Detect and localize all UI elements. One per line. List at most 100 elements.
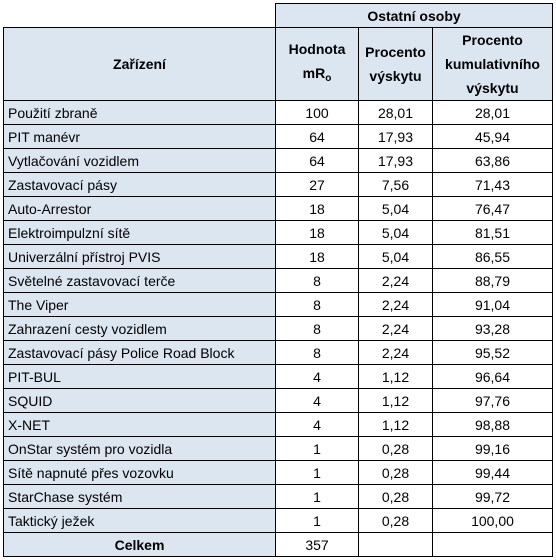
table-row: X-NET 4 1,12 98,88	[3, 412, 553, 437]
percent-cell: 0,28	[358, 436, 433, 461]
table-row: Elektroimpulzní sítě 18 5,04 81,51	[3, 220, 553, 245]
device-name-cell: Vytlačování vozidlem	[3, 148, 276, 173]
value-cell: 8	[275, 316, 359, 341]
value-cell: 1	[275, 436, 359, 461]
value-cell: 4	[275, 412, 359, 437]
percent-cell: 2,24	[358, 268, 433, 293]
percent-cell: 0,28	[358, 484, 433, 509]
table-row: Zahrazení cesty vozidlem 8 2,24 93,28	[3, 316, 553, 341]
value-cell: 8	[275, 292, 359, 317]
table-row: The Viper 8 2,24 91,04	[3, 292, 553, 317]
cumulative-cell: 91,04	[432, 292, 553, 317]
device-name-cell: Taktický ježek	[3, 508, 276, 533]
cumulative-cell: 76,47	[432, 196, 553, 221]
table-row: Auto-Arrestor 18 5,04 76,47	[3, 196, 553, 221]
percent-cell: 17,93	[358, 124, 433, 149]
value-cell: 1	[275, 508, 359, 533]
cumulative-cell: 100,00	[432, 508, 553, 533]
device-statistics-table: Ostatní osoby Zařízení Hodnota mRo Proce…	[3, 3, 553, 557]
percent-cell: 1,12	[358, 388, 433, 413]
percent-cell: 2,24	[358, 292, 433, 317]
table-row: Použití zbraně 100 28,01 28,01	[3, 100, 553, 125]
cumulative-cell: 88,79	[432, 268, 553, 293]
percent-cell: 0,28	[358, 460, 433, 485]
cumulative-cell: 99,16	[432, 436, 553, 461]
value-cell: 18	[275, 220, 359, 245]
percent-header-line1: Procento	[365, 44, 426, 60]
percent-cell: 5,04	[358, 244, 433, 269]
device-name-cell: SQUID	[3, 388, 276, 413]
percent-cell: 0,28	[358, 508, 433, 533]
percent-cell: 5,04	[358, 196, 433, 221]
value-cell: 1	[275, 460, 359, 485]
device-name-cell: Auto-Arrestor	[3, 196, 276, 221]
table-row: Univerzální přístroj PVIS 18 5,04 86,55	[3, 244, 553, 269]
device-name-cell: Světelné zastavovací terče	[3, 268, 276, 293]
device-name-cell: Elektroimpulzní sítě	[3, 220, 276, 245]
value-cell: 64	[275, 124, 359, 149]
device-name-cell: Sítě napnuté přes vozovku	[3, 460, 276, 485]
total-label: Celkem	[3, 532, 276, 557]
cumulative-column-header: Procento kumulativního výskytu	[432, 27, 553, 101]
percent-header-line2: výskytu	[369, 68, 422, 84]
device-name-cell: X-NET	[3, 412, 276, 437]
device-name-cell: Univerzální přístroj PVIS	[3, 244, 276, 269]
value-cell: 8	[275, 340, 359, 365]
cumulative-cell: 99,44	[432, 460, 553, 485]
cumulative-cell: 95,52	[432, 340, 553, 365]
percent-cell: 5,04	[358, 220, 433, 245]
table-row: Zastavovací pásy 27 7,56 71,43	[3, 172, 553, 197]
cumulative-cell: 99,72	[432, 484, 553, 509]
cumulative-cell: 86,55	[432, 244, 553, 269]
value-cell: 18	[275, 196, 359, 221]
table-row: OnStar systém pro vozidla 1 0,28 99,16	[3, 436, 553, 461]
device-name-cell: The Viper	[3, 292, 276, 317]
value-header-subscript: o	[325, 73, 332, 84]
percent-cell: 1,12	[358, 364, 433, 389]
device-name-cell: Zahrazení cesty vozidlem	[3, 316, 276, 341]
table-row: Sítě napnuté přes vozovku 1 0,28 99,44	[3, 460, 553, 485]
table-row: Zastavovací pásy Police Road Block 8 2,24 9…	[3, 340, 553, 365]
table-row: PIT manévr 64 17,93 45,94	[3, 124, 553, 149]
value-header-line1: Hodnota	[288, 41, 346, 57]
table-row: SQUID 4 1,12 97,76	[3, 388, 553, 413]
total-cumulative-empty	[432, 532, 553, 557]
value-header-mr: mR	[302, 65, 326, 81]
blank-corner-cell	[3, 3, 276, 28]
device-name-cell: PIT-BUL	[3, 364, 276, 389]
device-name-cell: PIT manévr	[3, 124, 276, 149]
device-name-cell: StarChase systém	[3, 484, 276, 509]
cumulative-cell: 96,64	[432, 364, 553, 389]
cumulative-cell: 93,28	[432, 316, 553, 341]
table-row: PIT-BUL 4 1,12 96,64	[3, 364, 553, 389]
percent-cell: 1,12	[358, 412, 433, 437]
value-cell: 64	[275, 148, 359, 173]
group-header: Ostatní osoby	[275, 3, 553, 28]
value-cell: 1	[275, 484, 359, 509]
cumulative-cell: 28,01	[432, 100, 553, 125]
cumulative-header-line1: Procento	[462, 32, 523, 48]
cumulative-cell: 45,94	[432, 124, 553, 149]
percent-cell: 2,24	[358, 316, 433, 341]
value-cell: 18	[275, 244, 359, 269]
value-cell: 100	[275, 100, 359, 125]
value-cell: 27	[275, 172, 359, 197]
cumulative-cell: 81,51	[432, 220, 553, 245]
device-name-cell: Použití zbraně	[3, 100, 276, 125]
cumulative-header-line3: výskytu	[466, 80, 519, 96]
cumulative-cell: 71,43	[432, 172, 553, 197]
table-body: Použití zbraně 100 28,01 28,01 PIT manévr 64 1…	[3, 100, 553, 533]
percent-cell: 2,24	[358, 340, 433, 365]
cumulative-cell: 98,88	[432, 412, 553, 437]
device-name-cell: Zastavovací pásy	[3, 172, 276, 197]
device-column-header: Zařízení	[3, 27, 276, 101]
cumulative-cell: 63,86	[432, 148, 553, 173]
device-name-cell: Zastavovací pásy Police Road Block	[3, 340, 276, 365]
table-row: Světelné zastavovací terče 8 2,24 88,79	[3, 268, 553, 293]
table-row: Vytlačování vozidlem 64 17,93 63,86	[3, 148, 553, 173]
percent-cell: 28,01	[358, 100, 433, 125]
cumulative-header-line2: kumulativního	[445, 56, 540, 72]
device-name-cell: OnStar systém pro vozidla	[3, 436, 276, 461]
value-column-header: Hodnota mRo	[275, 27, 359, 101]
value-cell: 4	[275, 388, 359, 413]
